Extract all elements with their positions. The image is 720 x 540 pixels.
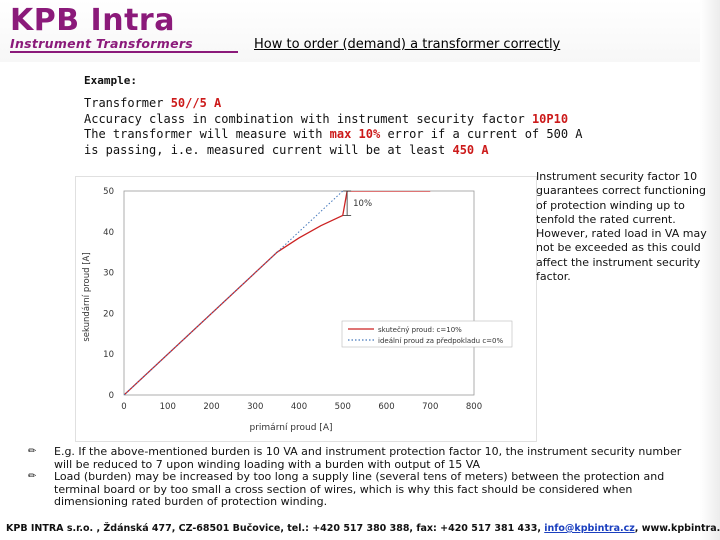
line3-suffix: error if a current of 500 A — [380, 127, 583, 141]
side-gradient — [700, 0, 720, 540]
x-axis-label: primární proud [A] — [250, 423, 333, 433]
bullet-text: E.g. If the above-mentioned burden is 10… — [54, 445, 682, 471]
footer-contact: KPB INTRA s.r.o. , Ždánská 477, CZ-68501… — [6, 523, 720, 534]
line2-text: Accuracy class in combination with instr… — [84, 111, 532, 126]
example-line-2: Accuracy class in combination with instr… — [84, 112, 583, 128]
legend-label: ideální proud za předpokladu c=0% — [378, 337, 503, 345]
max-error-value: max 10% — [329, 127, 381, 141]
example-line-1: Transformer 50//5 A — [84, 96, 583, 112]
example-line-3: The transformer will measure with max 10… — [84, 127, 583, 143]
bullet-text: Load (burden) may be increased by too lo… — [54, 470, 665, 509]
x-tick-label: 300 — [247, 402, 263, 412]
bullet-item: ✏ E.g. If the above-mentioned burden is … — [28, 445, 698, 471]
bullet-item: ✏ Load (burden) may be increased by too … — [28, 470, 698, 509]
plot-area — [123, 190, 475, 396]
logo-subtitle: Instrument Transformers — [10, 36, 194, 51]
example-text: Transformer 50//5 A Accuracy class in co… — [84, 96, 583, 158]
current-chart: sekundární proud [A] primární proud [A] … — [82, 187, 513, 433]
logo-underline — [10, 51, 238, 53]
pointing-hand-icon: ✏ — [28, 446, 37, 457]
x-tick-label: 600 — [378, 402, 394, 412]
bullet-list: ✏ E.g. If the above-mentioned burden is … — [28, 445, 698, 509]
logo-title: KPB Intra — [10, 3, 175, 38]
line3-text: The transformer will measure with — [84, 127, 330, 141]
y-tick-label: 10 — [103, 350, 114, 360]
x-tick-label: 0 — [121, 402, 126, 412]
footer-website: , www.kpbintra.com — [634, 523, 720, 534]
chart-frame: sekundární proud [A] primární proud [A] … — [75, 176, 537, 442]
y-tick-label: 30 — [103, 269, 114, 279]
y-tick-label: 0 — [109, 391, 114, 401]
footer-address: KPB INTRA s.r.o. , Ždánská 477, CZ-68501… — [6, 523, 545, 534]
accuracy-class-value: 10P10 — [531, 111, 569, 126]
rated-ratio-value: 50//5 A — [170, 96, 222, 110]
line1-text: Transformer — [84, 96, 171, 110]
y-tick-label: 40 — [103, 228, 114, 238]
error-annotation: 10% — [353, 199, 372, 209]
legend-label: skutečný proud: c=10% — [378, 326, 462, 334]
legend-box — [341, 320, 513, 348]
y-tick-label: 20 — [103, 309, 114, 319]
security-factor-note: Instrument security factor 10 guarantees… — [536, 170, 707, 284]
pointing-hand-icon: ✏ — [28, 471, 37, 483]
page-title: How to order (demand) a transformer corr… — [254, 37, 561, 52]
x-tick-label: 200 — [203, 402, 219, 412]
line4-text: is passing, i.e. measured current will b… — [84, 142, 453, 157]
x-tick-label: 700 — [422, 402, 438, 412]
email-link[interactable]: info@kpbintra.cz — [544, 523, 635, 534]
y-tick-label: 50 — [103, 187, 114, 197]
measured-current-value: 450 A — [452, 142, 489, 157]
example-line-4: is passing, i.e. measured current will b… — [84, 143, 583, 159]
x-tick-label: 100 — [160, 402, 176, 412]
example-label: Example: — [84, 74, 137, 87]
measured-current-line — [124, 191, 431, 395]
x-tick-label: 500 — [335, 402, 351, 412]
y-axis-label: sekundární proud [A] — [82, 252, 92, 341]
x-tick-label: 800 — [466, 402, 482, 412]
x-tick-label: 400 — [291, 402, 307, 412]
